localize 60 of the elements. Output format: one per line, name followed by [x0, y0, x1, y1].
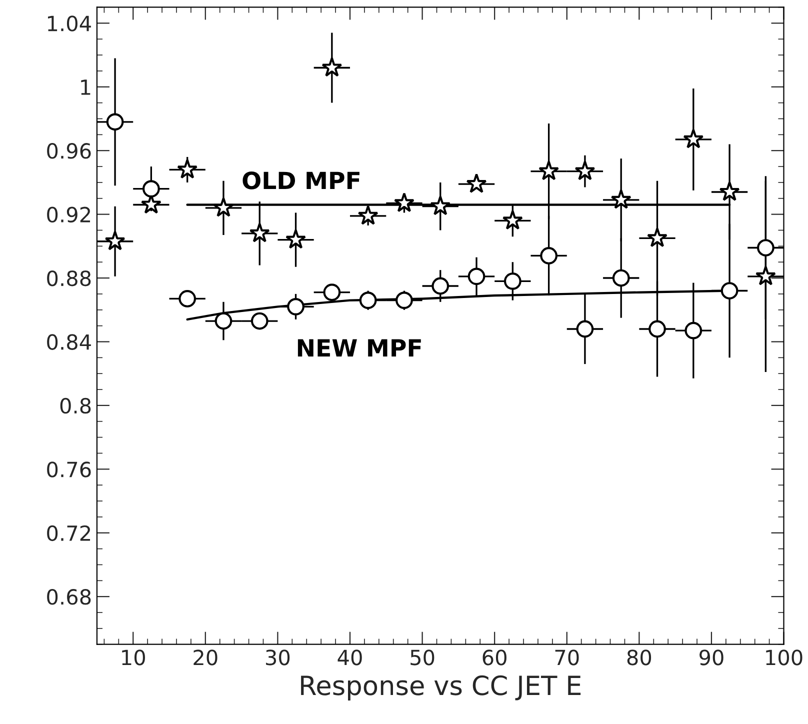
- x-tick-label: 100: [766, 650, 802, 666]
- x-tick-label: 80: [627, 650, 652, 666]
- series-label: OLD MPF: [242, 172, 360, 190]
- point: [322, 57, 342, 77]
- y-tick-label: 0.68: [47, 589, 91, 605]
- point: [394, 192, 415, 212]
- x-tick-label: 50: [410, 650, 434, 666]
- point: [468, 268, 486, 286]
- point: [646, 227, 668, 248]
- point: [359, 292, 377, 309]
- point: [504, 272, 522, 290]
- point: [177, 158, 198, 179]
- point: [287, 298, 304, 316]
- y-tick-label: 0.72: [47, 525, 90, 542]
- y-tick-label: 0.8: [60, 398, 91, 414]
- point: [719, 181, 740, 201]
- point: [757, 239, 774, 256]
- point: [576, 320, 594, 338]
- point: [250, 312, 268, 330]
- point: [610, 189, 632, 209]
- point: [612, 269, 630, 287]
- y-tick-label: 1: [81, 80, 90, 95]
- point: [432, 277, 450, 295]
- y-tick-label: 1.04: [48, 16, 91, 32]
- point: [648, 320, 666, 338]
- point: [683, 128, 704, 148]
- x-tick-label: 60: [482, 650, 506, 666]
- point: [285, 229, 306, 249]
- x-tick-label: 70: [555, 650, 579, 666]
- point: [106, 113, 124, 131]
- x-tick-label: 30: [266, 650, 290, 666]
- point: [214, 312, 232, 330]
- point: [213, 197, 234, 217]
- x-tick-label: 10: [122, 650, 145, 666]
- y-tick-label: 0.84: [47, 334, 91, 350]
- point: [684, 322, 702, 340]
- series-label: NEW MPF: [298, 339, 421, 356]
- y-tick-label: 0.88: [47, 270, 91, 286]
- point: [178, 290, 196, 308]
- point: [538, 160, 560, 180]
- point: [430, 196, 451, 216]
- y-tick-label: 0.92: [47, 206, 90, 223]
- point: [540, 247, 558, 264]
- x-tick-label: 20: [194, 650, 218, 666]
- point: [755, 266, 776, 286]
- point: [574, 160, 596, 180]
- point: [466, 173, 487, 193]
- point: [502, 210, 523, 230]
- y-tick-label: 0.76: [47, 462, 91, 478]
- point: [323, 284, 341, 302]
- x-axis-title: Response vs CC JET E: [301, 675, 581, 700]
- point: [104, 230, 126, 250]
- x-tick-label: 90: [700, 650, 724, 666]
- point: [249, 222, 270, 242]
- point: [358, 205, 378, 225]
- x-tick-label: 40: [338, 650, 362, 666]
- point: [142, 180, 160, 198]
- point: [396, 292, 413, 309]
- point: [720, 282, 738, 300]
- y-tick-label: 0.96: [47, 143, 91, 159]
